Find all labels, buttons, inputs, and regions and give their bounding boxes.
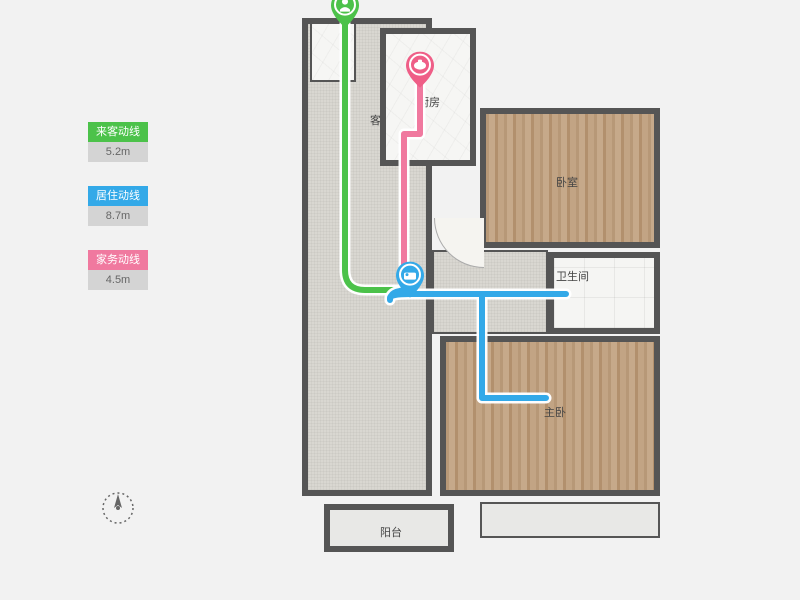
path-guest (345, 24, 400, 290)
marker-pot-icon (406, 52, 434, 88)
legend-label: 来客动线 (88, 122, 148, 142)
compass-icon (100, 490, 136, 526)
path-halo-living (390, 290, 566, 398)
legend-value: 5.2m (88, 142, 148, 162)
path-chore (404, 80, 420, 292)
legend-label: 家务动线 (88, 250, 148, 270)
legend-item-chore: 家务动线 4.5m (88, 250, 148, 290)
legend-value: 8.7m (88, 206, 148, 226)
legend-item-guest: 来客动线 5.2m (88, 122, 148, 162)
legend-value: 4.5m (88, 270, 148, 290)
legend-label: 居住动线 (88, 186, 148, 206)
floorplan: 客餐厅厨房卧室卫生间主卧阳台 (280, 10, 680, 570)
marker-bed-icon (396, 262, 424, 298)
circulation-paths (280, 10, 680, 570)
legend: 来客动线 5.2m 居住动线 8.7m 家务动线 4.5m (88, 122, 148, 314)
marker-person-icon (331, 0, 359, 28)
path-halo-guest (345, 24, 400, 290)
legend-item-living: 居住动线 8.7m (88, 186, 148, 226)
